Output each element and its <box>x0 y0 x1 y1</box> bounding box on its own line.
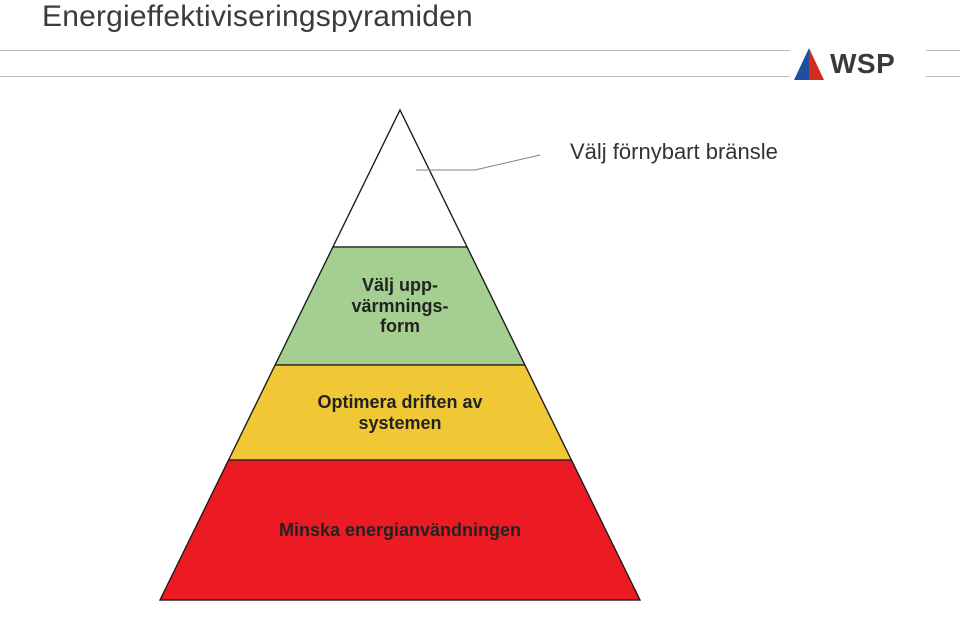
pyramid-tier-top <box>333 110 467 247</box>
slide: Energieffektiviseringspyramiden WSP Välj… <box>0 0 960 625</box>
callout-label: Välj förnybart bränsle <box>570 139 778 165</box>
callout-leader <box>416 155 540 170</box>
tier-label-green: Välj upp-värmnings-form <box>250 275 550 337</box>
tier-label-red: Minska energianvändningen <box>250 520 550 541</box>
tier-label-yellow: Optimera driften avsystemen <box>250 392 550 433</box>
